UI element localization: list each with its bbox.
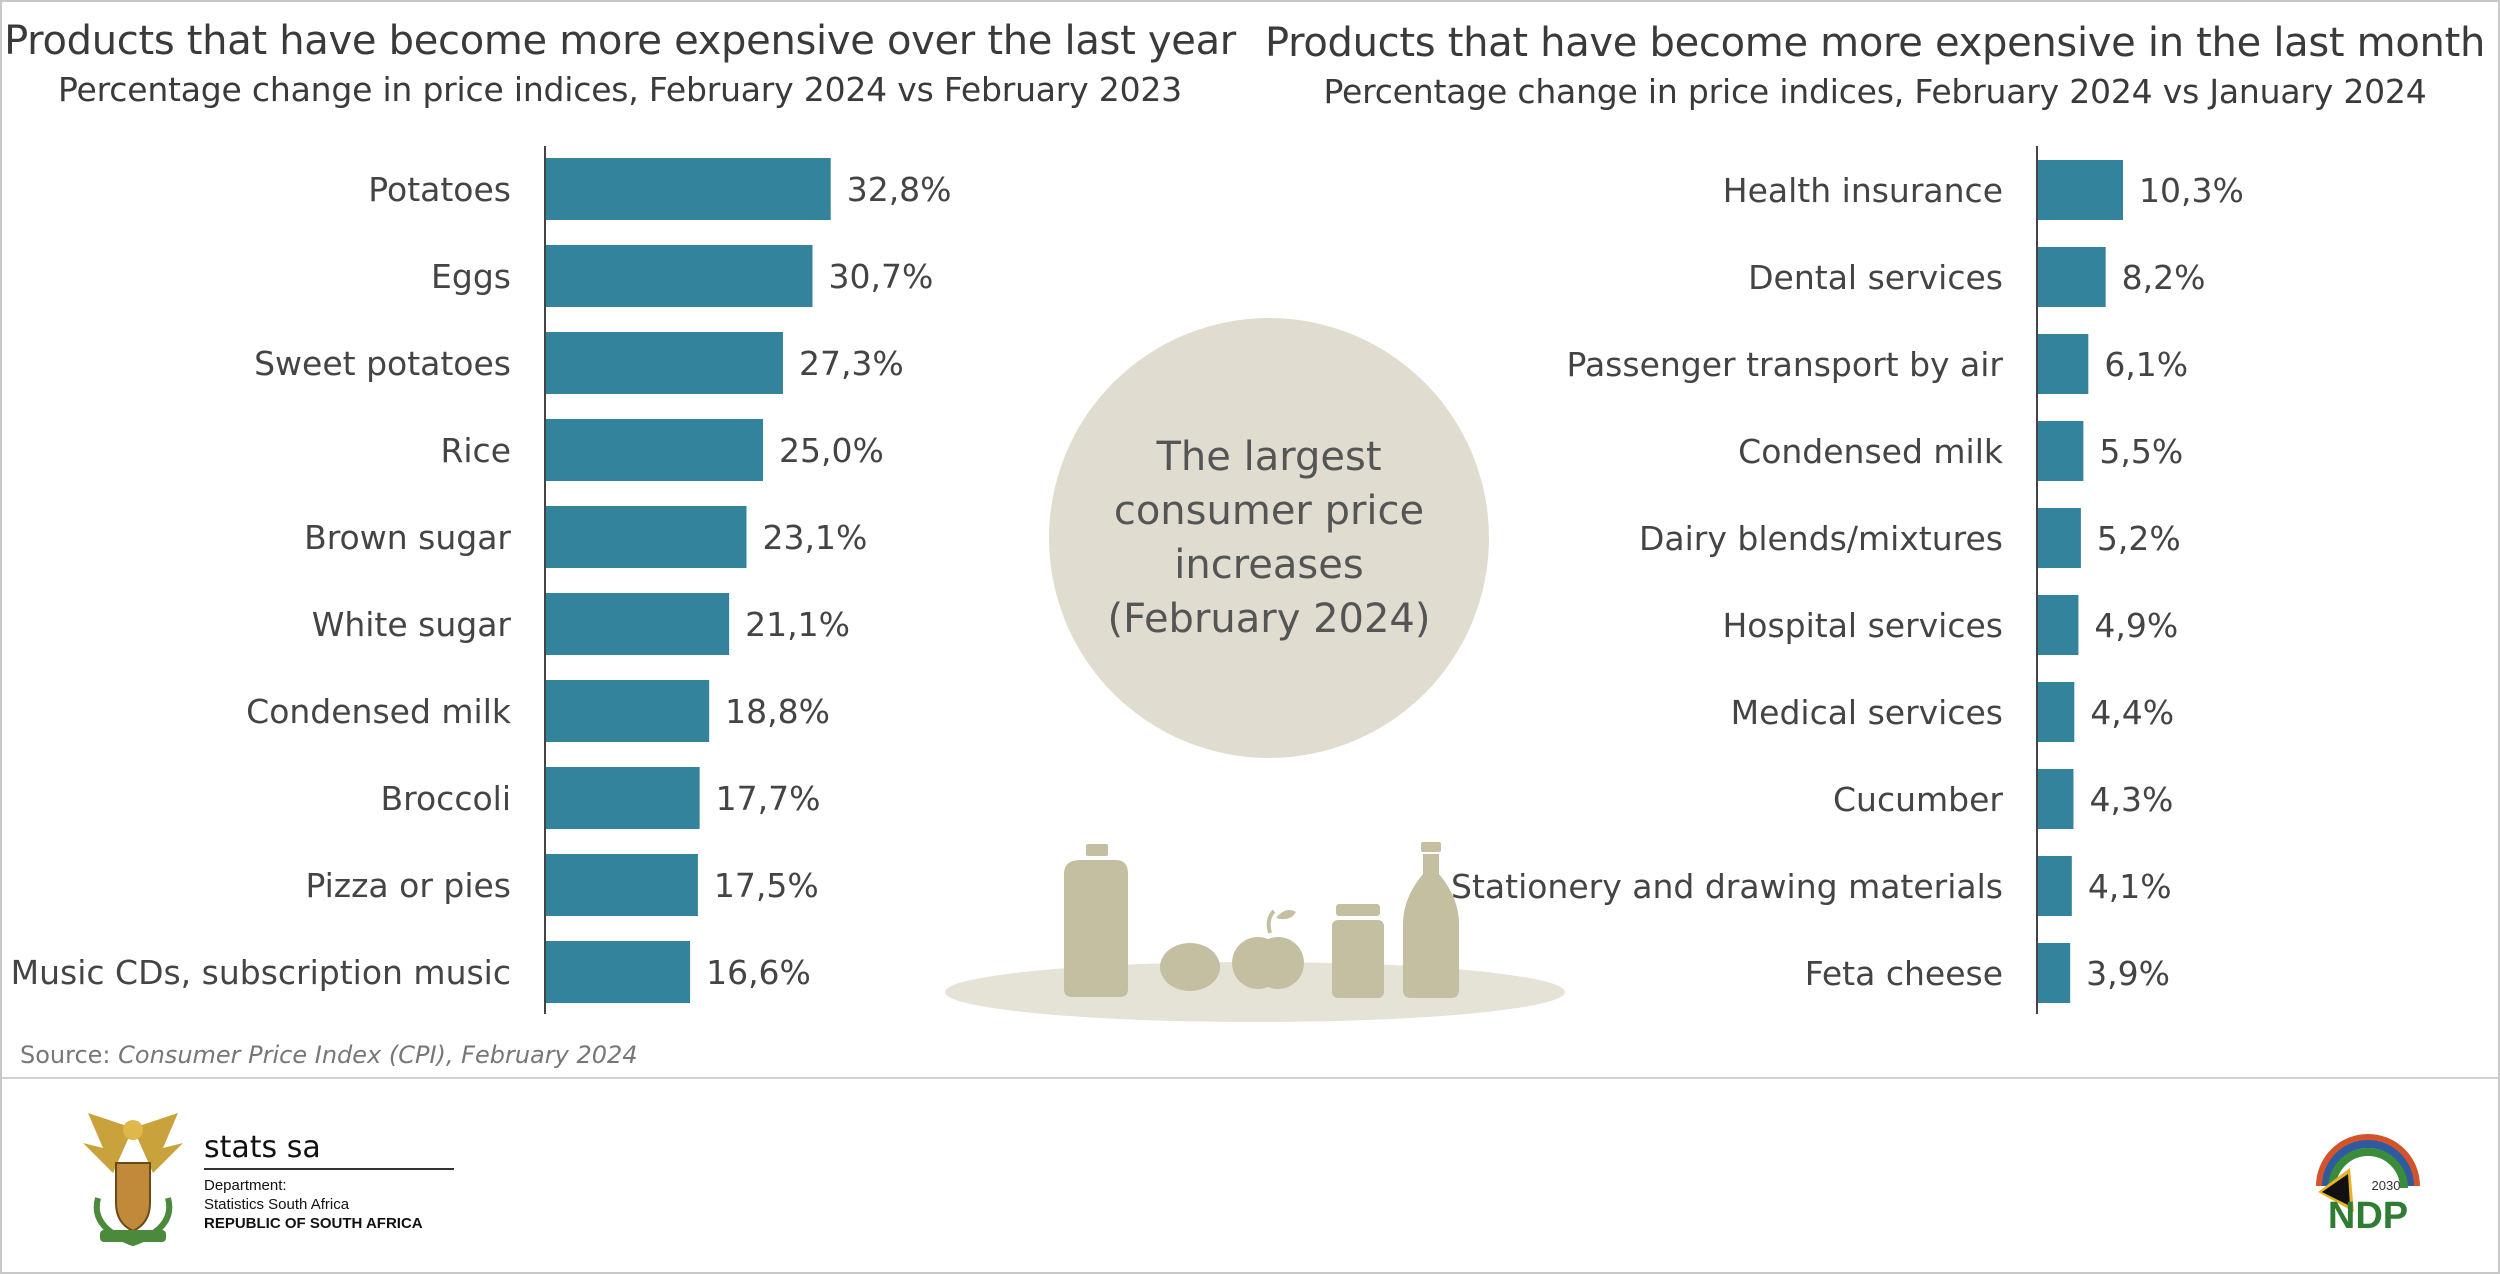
ndp-2030-logo: 2030 NDP	[2316, 1134, 2420, 1237]
left-bar	[546, 332, 783, 394]
bottle-icon	[1403, 842, 1459, 998]
apple-icon	[1232, 909, 1304, 989]
right-value-label: 10,3%	[2139, 171, 2244, 210]
right-bar	[2038, 160, 2123, 220]
left-category-label: Rice	[440, 431, 511, 470]
right-category-label: Condensed milk	[1738, 432, 2004, 471]
left-bar	[546, 767, 700, 829]
right-bar	[2038, 247, 2106, 307]
source-note: Source: Consumer Price Index (CPI), Febr…	[20, 1041, 638, 1069]
coat-of-arms-logo	[83, 1113, 183, 1247]
right-chart-subtitle: Percentage change in price indices, Febr…	[1323, 72, 2427, 111]
left-value-label: 23,1%	[763, 518, 868, 557]
source-label: Source:	[20, 1041, 119, 1069]
left-bar	[546, 680, 710, 742]
left-bar	[546, 158, 831, 220]
left-bar	[546, 419, 763, 481]
milk-jug-icon	[1064, 844, 1128, 997]
left-category-label: Condensed milk	[246, 692, 512, 731]
left-chart-title: Products that have become more expensive…	[4, 18, 1236, 64]
right-bar	[2038, 421, 2084, 481]
left-chart-subtitle: Percentage change in price indices, Febr…	[58, 70, 1182, 109]
ndp-text: NDP	[2328, 1195, 2408, 1237]
left-value-label: 27,3%	[799, 344, 904, 383]
right-value-label: 4,9%	[2094, 606, 2178, 645]
brand-rule	[204, 1168, 454, 1170]
center-circle: The largest consumer price increases (Fe…	[1049, 318, 1489, 758]
right-value-label: 3,9%	[2086, 954, 2170, 993]
left-category-label: Eggs	[431, 257, 511, 296]
left-value-label: 32,8%	[847, 170, 952, 209]
left-value-label: 16,6%	[706, 953, 811, 992]
right-category-label: Feta cheese	[1805, 954, 2003, 993]
left-category-label: White sugar	[312, 605, 512, 644]
left-value-label: 21,1%	[745, 605, 850, 644]
jar-icon	[1332, 904, 1384, 998]
left-value-label: 25,0%	[779, 431, 884, 470]
footer-divider	[2, 1077, 2498, 1079]
right-value-label: 5,2%	[2097, 519, 2181, 558]
left-category-label: Sweet potatoes	[254, 344, 511, 383]
dept-line-2: Statistics South Africa	[204, 1196, 350, 1213]
left-bar	[546, 854, 698, 916]
right-value-label: 4,4%	[2090, 693, 2174, 732]
left-value-label: 17,5%	[714, 866, 819, 905]
right-chart-title: Products that have become more expensive…	[1264, 20, 2486, 66]
right-category-label: Health insurance	[1723, 171, 2003, 210]
left-category-label: Pizza or pies	[305, 866, 511, 905]
grocery-illustration	[945, 842, 1565, 1022]
left-category-label: Broccoli	[381, 779, 512, 818]
right-value-label: 4,3%	[2089, 780, 2173, 819]
ndp-year: 2030	[2372, 1178, 2401, 1193]
left-bar	[546, 245, 813, 307]
right-category-label: Dental services	[1748, 258, 2003, 297]
left-category-label: Music CDs, subscription music	[11, 953, 511, 992]
right-value-label: 4,1%	[2088, 867, 2172, 906]
right-category-label: Stationery and drawing materials	[1451, 867, 2003, 906]
right-value-label: 6,1%	[2104, 345, 2188, 384]
right-bar	[2038, 595, 2079, 655]
right-bar	[2038, 943, 2071, 1003]
right-category-label: Dairy blends/mixtures	[1639, 519, 2003, 558]
right-category-label: Passenger transport by air	[1567, 345, 2004, 384]
right-bar	[2038, 334, 2089, 394]
left-value-label: 18,8%	[725, 692, 830, 731]
right-bar	[2038, 856, 2072, 916]
right-bar	[2038, 769, 2074, 829]
left-bar	[546, 593, 730, 655]
right-bar	[2038, 508, 2081, 568]
center-circle-text: The largest consumer price increases (Fe…	[1107, 434, 1431, 642]
left-category-label: Brown sugar	[304, 518, 511, 557]
right-category-label: Hospital services	[1722, 606, 2003, 645]
left-category-label: Potatoes	[368, 170, 511, 209]
right-value-label: 5,5%	[2099, 432, 2183, 471]
right-value-label: 8,2%	[2122, 258, 2206, 297]
left-bar	[546, 506, 747, 568]
dept-line-3: REPUBLIC OF SOUTH AFRICA	[204, 1215, 423, 1232]
dept-line-1: Department:	[204, 1177, 287, 1194]
right-bar	[2038, 682, 2075, 742]
right-category-label: Medical services	[1731, 693, 2003, 732]
stats-sa-brand: stats sa	[204, 1130, 321, 1165]
left-bar	[546, 941, 691, 1003]
source-text: Consumer Price Index (CPI), February 202…	[118, 1041, 638, 1069]
right-category-label: Cucumber	[1833, 780, 2003, 819]
left-value-label: 30,7%	[828, 257, 933, 296]
tomato-icon	[1160, 943, 1220, 991]
left-value-label: 17,7%	[716, 779, 821, 818]
